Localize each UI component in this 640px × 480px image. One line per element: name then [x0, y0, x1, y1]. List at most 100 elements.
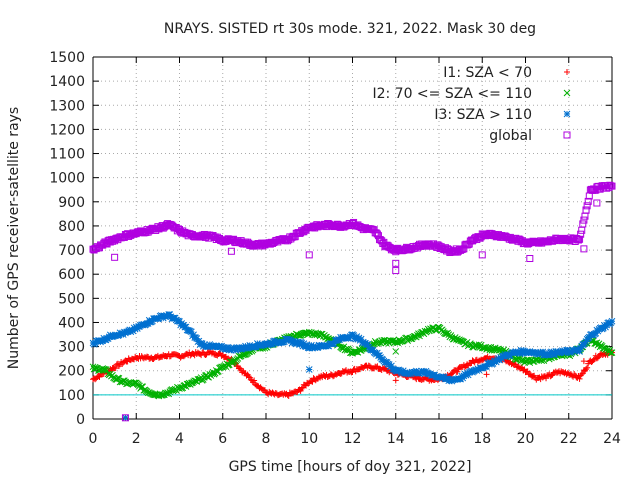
data-point	[577, 230, 585, 238]
data-point	[423, 327, 431, 335]
y-tick-label: 1400	[49, 74, 85, 90]
data-point	[355, 334, 363, 342]
data-point	[308, 378, 315, 385]
data-point	[245, 344, 253, 352]
data-point	[538, 350, 546, 358]
data-point	[385, 361, 393, 368]
data-point	[498, 355, 506, 363]
y-tick-label: 500	[58, 291, 85, 307]
outlier-point	[526, 255, 534, 263]
data-point	[539, 348, 547, 356]
outlier-point	[392, 377, 399, 384]
data-point	[607, 349, 615, 357]
data-point	[438, 375, 446, 382]
legend-label: global	[489, 128, 532, 144]
outlier-point	[121, 414, 129, 422]
data-point	[298, 385, 305, 392]
y-tick-label: 0	[76, 412, 85, 428]
y-tick-label: 700	[58, 243, 85, 259]
y-tick-label: 600	[58, 267, 85, 283]
series-layer	[89, 181, 616, 422]
data-point	[131, 379, 139, 387]
data-point	[112, 365, 119, 372]
data-point	[155, 315, 163, 322]
data-point	[218, 342, 226, 350]
data-point	[431, 371, 439, 379]
data-point	[606, 181, 614, 189]
data-point	[608, 182, 616, 190]
data-point	[496, 356, 503, 364]
outlier-point	[305, 366, 313, 373]
data-point	[271, 337, 279, 345]
y-tick-label: 1300	[49, 98, 85, 114]
data-point	[602, 323, 609, 331]
data-point	[131, 325, 139, 333]
x-tick-label: 4	[175, 431, 184, 447]
data-point	[577, 344, 584, 352]
chart-title: NRAYS. SISTED rt 30s mode. 321, 2022. Ma…	[164, 21, 536, 37]
data-point	[421, 370, 429, 378]
x-tick-label: 24	[603, 431, 621, 447]
legend-marker	[563, 89, 571, 97]
x-tick-label: 16	[430, 431, 448, 447]
data-point	[306, 344, 314, 351]
data-point	[579, 220, 587, 228]
data-point	[561, 347, 568, 355]
data-point	[582, 338, 590, 345]
data-point	[115, 331, 123, 339]
series-global	[89, 181, 616, 422]
data-point	[457, 375, 464, 383]
data-point	[543, 375, 550, 382]
data-point	[454, 368, 461, 375]
legend-label: I3: SZA > 110	[434, 107, 532, 123]
series-i3	[89, 311, 616, 422]
outlier-point	[582, 206, 590, 214]
data-point	[464, 371, 472, 379]
data-point	[352, 348, 360, 355]
legend-label: I1: SZA < 70	[443, 65, 532, 81]
outlier-point	[230, 357, 237, 365]
data-point	[599, 324, 607, 332]
legend-marker	[563, 110, 571, 118]
outlier-point	[593, 199, 601, 207]
outlier-point	[392, 348, 400, 355]
data-point	[364, 340, 371, 348]
data-point	[608, 317, 616, 325]
legend-marker	[563, 131, 571, 139]
data-point	[205, 343, 213, 351]
x-tick-label: 20	[517, 431, 535, 447]
outlier-point	[580, 245, 588, 253]
outlier-point	[580, 358, 587, 365]
outlier-point	[305, 251, 313, 259]
data-point	[330, 340, 338, 348]
data-point	[594, 354, 601, 361]
data-point	[541, 351, 549, 359]
y-tick-label: 200	[58, 364, 85, 380]
data-point	[590, 356, 597, 363]
data-point	[166, 311, 174, 318]
x-tick-label: 22	[560, 431, 578, 447]
y-axis-label: Number of GPS receiver-satellite rays	[6, 107, 22, 369]
x-tick-label: 12	[344, 431, 362, 447]
y-tick-label: 1100	[49, 147, 85, 163]
x-tick-label: 18	[473, 431, 491, 447]
y-tick-label: 400	[58, 315, 85, 331]
data-point	[245, 373, 252, 380]
data-point	[495, 354, 502, 362]
legend: I1: SZA < 70 I2: 70 <= SZA <= 110 I3: SZA …	[372, 65, 571, 144]
data-point	[576, 348, 583, 355]
x-tick-label: 0	[89, 431, 98, 447]
data-point	[518, 364, 525, 371]
data-point	[350, 331, 357, 339]
y-tick-label: 800	[58, 219, 85, 235]
data-point	[296, 332, 303, 339]
data-point	[576, 375, 583, 382]
data-point	[534, 351, 541, 358]
legend-label: I2: 70 <= SZA <= 110	[372, 86, 532, 102]
y-tick-label: 300	[58, 340, 85, 356]
data-point	[444, 375, 452, 383]
data-point	[576, 235, 584, 243]
data-point	[357, 335, 365, 343]
data-point	[99, 337, 107, 345]
